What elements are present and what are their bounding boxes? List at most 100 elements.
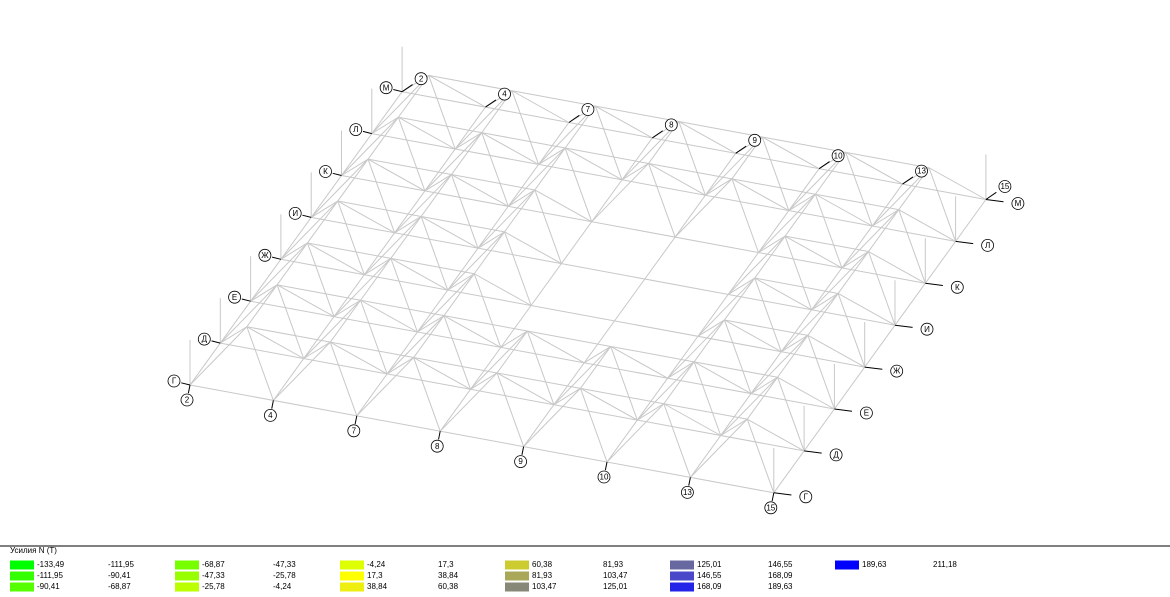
legend-to: 60,38 (438, 582, 459, 591)
legend-from: -68,87 (202, 560, 225, 569)
legend-to: 125,01 (603, 582, 628, 591)
member (838, 293, 865, 367)
axis-label: 10 (834, 151, 843, 160)
legend-to: -25,78 (273, 571, 296, 580)
member (395, 175, 452, 233)
member (611, 346, 638, 420)
axis-label: М (383, 83, 390, 92)
axis-tick (925, 283, 943, 285)
axis-label: 15 (1000, 182, 1009, 191)
axis-label: И (292, 209, 298, 218)
member (398, 117, 481, 132)
axis-label: К (955, 283, 960, 292)
member (595, 106, 678, 121)
member (774, 200, 986, 493)
axis-tick (772, 493, 774, 501)
member (721, 377, 778, 435)
member (482, 133, 565, 148)
axis-tick (363, 131, 372, 133)
legend-swatch (340, 561, 364, 570)
legend-from: -47,33 (202, 571, 225, 580)
member (868, 210, 898, 252)
member (448, 232, 505, 290)
legend-to: -111,95 (108, 560, 134, 569)
member (580, 388, 607, 462)
member (338, 201, 365, 275)
axis-tick (819, 162, 829, 169)
axis-tick (903, 177, 913, 184)
member (565, 148, 648, 163)
member (759, 194, 816, 252)
member (307, 243, 390, 258)
axis-tick (393, 90, 402, 92)
member (732, 179, 815, 194)
axis-label: Е (864, 409, 869, 418)
member (497, 373, 580, 388)
member (755, 236, 785, 278)
axis-label: Е (232, 293, 237, 302)
member (474, 274, 501, 348)
member (497, 331, 527, 373)
member (762, 137, 845, 152)
member (368, 117, 398, 159)
member (482, 133, 509, 207)
member (842, 210, 899, 268)
member (471, 331, 528, 389)
legend-swatch (340, 572, 364, 581)
member (190, 327, 247, 385)
member (334, 258, 391, 316)
member (505, 232, 532, 306)
legend-from: 146,55 (697, 571, 722, 580)
legend-to: 17,3 (438, 560, 454, 569)
axis-label: Д (833, 451, 839, 460)
member (451, 175, 534, 190)
member (762, 137, 789, 211)
axis-label: Г (804, 492, 809, 501)
axis-label: 15 (766, 503, 775, 512)
member (311, 217, 895, 325)
axis-label: 8 (669, 121, 674, 130)
member (611, 346, 694, 361)
legend-from: -90,41 (37, 582, 60, 591)
member (330, 342, 357, 416)
member (444, 316, 527, 331)
member (664, 404, 747, 419)
member (451, 133, 481, 175)
member (664, 362, 694, 404)
legend-from: 125,01 (697, 560, 722, 569)
member (247, 285, 277, 327)
axis-tick (212, 341, 221, 343)
member (535, 148, 565, 190)
member (361, 258, 391, 300)
axis-tick (986, 192, 996, 199)
legend-swatch (835, 561, 859, 570)
member (580, 388, 663, 403)
member (808, 335, 835, 409)
member (251, 301, 835, 409)
member (330, 342, 413, 357)
member (698, 278, 755, 336)
member (421, 216, 504, 231)
axis-label: 9 (518, 457, 523, 466)
member (649, 163, 732, 178)
member (747, 377, 777, 419)
member (338, 201, 421, 216)
axis-label: 2 (419, 74, 424, 83)
member (307, 201, 337, 243)
legend-swatch (505, 583, 529, 592)
member (838, 252, 868, 294)
axis-tick (188, 385, 190, 393)
legend-swatch (670, 572, 694, 581)
axis-label: 9 (752, 136, 757, 145)
legend-to: 211,18 (933, 560, 957, 569)
member (247, 327, 274, 401)
legend-to: 38,84 (438, 571, 459, 580)
member (595, 106, 622, 180)
legend-from: 17,3 (367, 571, 383, 580)
axis-tick (895, 325, 913, 327)
legend-to: -90,41 (108, 571, 131, 580)
member (724, 320, 807, 335)
member (304, 300, 361, 358)
member (368, 159, 395, 233)
axis-tick (355, 416, 357, 424)
